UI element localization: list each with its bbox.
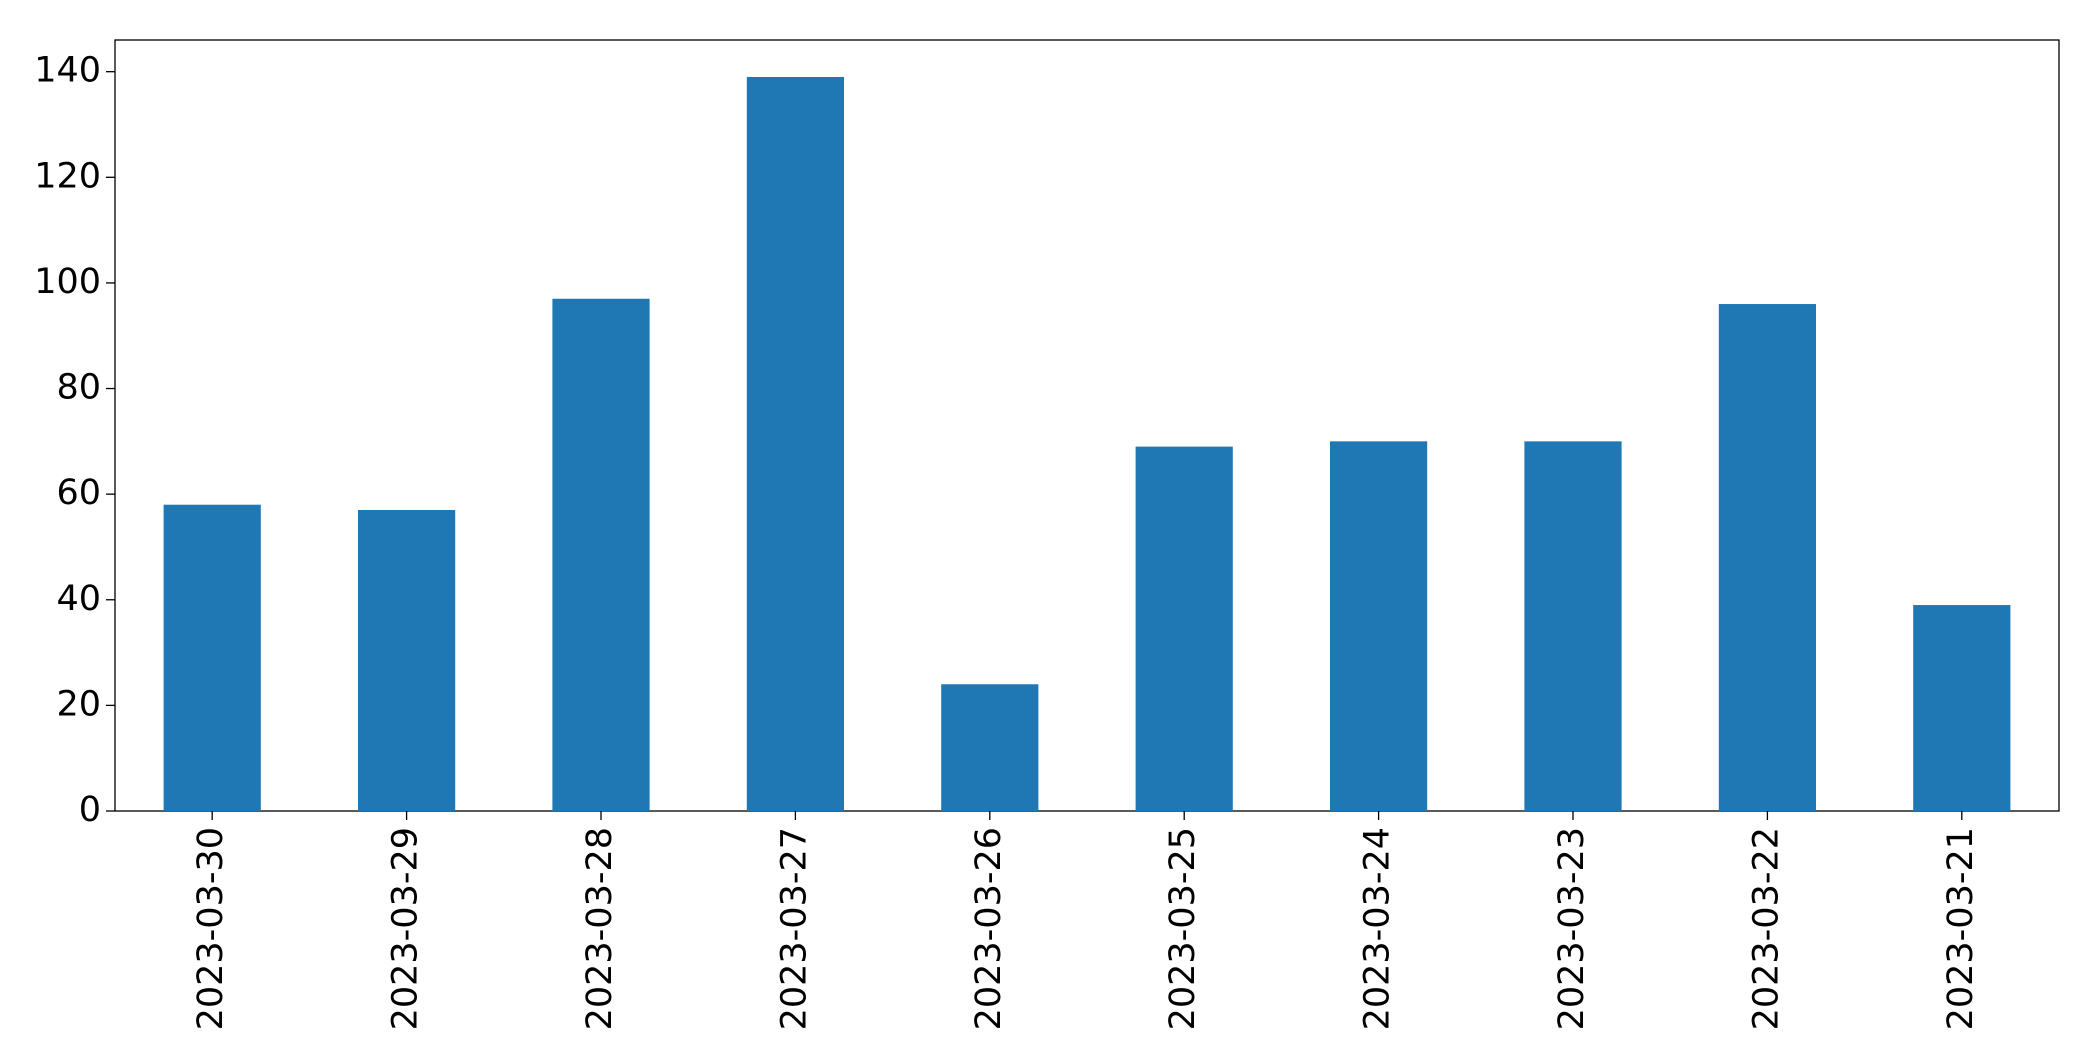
bar [941,684,1039,811]
bar [358,509,456,811]
y-tick-label: 0 [79,790,101,830]
y-tick-label: 120 [34,156,101,196]
bar [1135,446,1233,811]
y-tick-label: 40 [56,579,101,619]
bar [552,298,650,812]
bar [1330,441,1428,811]
x-tick-label: 2023-03-21 [1941,827,1981,1030]
plot-frame [114,39,2060,812]
x-tick-label: 2023-03-27 [774,827,814,1030]
bar [746,76,844,811]
x-tick-label: 2023-03-28 [580,827,620,1030]
x-tick-label: 2023-03-23 [1552,827,1592,1030]
bar [1718,304,1816,811]
y-tick-label: 100 [34,262,101,302]
y-tick-label: 140 [34,51,101,91]
x-tick-label: 2023-03-22 [1746,827,1786,1030]
bar [163,504,261,811]
x-tick-label: 2023-03-26 [969,827,1009,1030]
x-tick-label: 2023-03-30 [191,827,231,1030]
x-tick-label: 2023-03-25 [1163,827,1203,1030]
x-tick-label: 2023-03-24 [1358,827,1398,1030]
y-tick-label: 20 [56,684,101,724]
bar [1524,441,1622,811]
bar [1913,605,2011,811]
y-tick-label: 80 [56,368,101,408]
y-tick-label: 60 [56,473,101,513]
x-tick-label: 2023-03-29 [386,827,426,1030]
